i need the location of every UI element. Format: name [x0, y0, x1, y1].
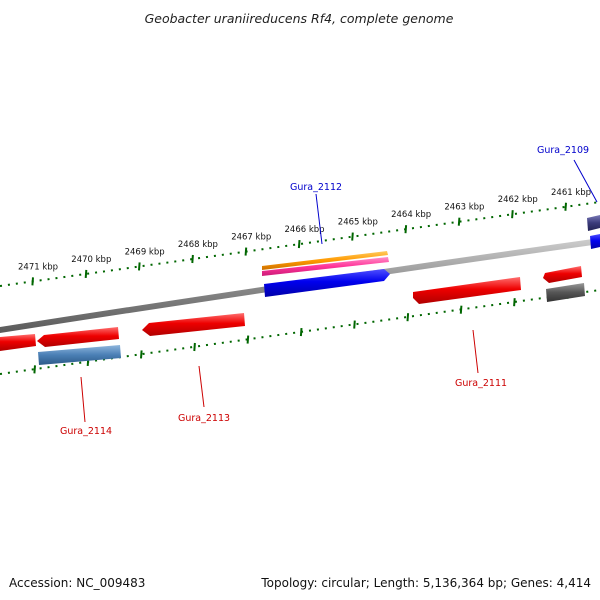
upper-major-tick	[511, 210, 514, 219]
tick-label: 2468 kbp	[178, 240, 218, 250]
gene-partial-blue[interactable]	[590, 234, 600, 249]
leader-gura-2109	[573, 159, 598, 203]
lower-major-tick	[33, 365, 36, 374]
gene-label-gura-2112: Gura_2112	[290, 182, 342, 193]
tick-label: 2470 kbp	[71, 255, 111, 265]
upper-major-tick	[351, 232, 354, 241]
tick-label: 2463 kbp	[444, 203, 484, 213]
gene-gura-2109[interactable]	[587, 215, 600, 231]
upper-major-tick	[84, 269, 88, 278]
lower-major-tick	[406, 313, 410, 322]
tick-label: 2462 kbp	[498, 195, 538, 205]
gene-gura-2111[interactable]	[413, 277, 521, 304]
upper-major-tick	[564, 202, 567, 211]
lower-major-tick	[299, 327, 303, 337]
tick-label: 2469 kbp	[125, 247, 165, 257]
upper-major-tick	[244, 247, 248, 256]
gene-left-edge-red[interactable]	[0, 334, 36, 351]
tick-label: 2471 kbp	[18, 262, 58, 272]
tick-label: 2465 kbp	[338, 218, 378, 228]
upper-major-tick	[191, 254, 194, 264]
gene-label-gura-2111: Gura_2111	[455, 378, 507, 389]
tick-label: 2466 kbp	[285, 225, 325, 235]
upper-tick-marks	[31, 202, 567, 286]
upper-tick-track	[0, 201, 600, 287]
gene-feature-orange	[262, 251, 388, 270]
tick-label: 2461 kbp	[551, 188, 591, 198]
upper-major-tick	[138, 262, 141, 271]
lower-major-tick	[459, 305, 463, 314]
tick-labels: 2461 kbp 2462 kbp 2463 kbp 2464 kbp 2465 kbp…	[18, 188, 591, 273]
leader-gura-2111	[472, 329, 479, 374]
gene-gura-2114-red[interactable]	[37, 327, 119, 347]
lower-major-tick	[353, 320, 356, 329]
lower-major-tick	[246, 335, 250, 344]
map-title: Geobacter uraniireducens Rf4, complete g…	[145, 11, 454, 26]
upper-major-tick	[404, 225, 408, 234]
leader-gura-2114	[80, 376, 86, 423]
genome-summary-text: Topology: circular; Length: 5,136,364 bp…	[261, 576, 591, 590]
lower-major-tick	[513, 298, 516, 307]
upper-major-tick	[31, 277, 34, 286]
lower-major-tick	[140, 350, 143, 359]
leader-gura-2113	[198, 365, 205, 408]
gene-gura-2112-stack	[262, 251, 390, 297]
tick-label: 2464 kbp	[391, 210, 431, 220]
upper-major-tick	[297, 239, 301, 249]
gene-label-gura-2113: Gura_2113	[178, 413, 230, 424]
gene-gura-2114[interactable]	[38, 345, 121, 365]
gene-gura-2113[interactable]	[142, 313, 245, 336]
gene-gura-2112[interactable]	[264, 269, 390, 297]
gene-label-gura-2114: Gura_2114	[60, 426, 112, 437]
lower-tick-track	[0, 289, 600, 375]
upper-major-tick	[457, 217, 461, 226]
lower-major-tick	[193, 342, 196, 352]
accession-text: Accession: NC_009483	[9, 576, 146, 590]
gene-small-gray[interactable]	[546, 283, 585, 302]
gene-feature-pink	[262, 257, 389, 276]
gene-small-red[interactable]	[543, 266, 582, 283]
gene-label-gura-2109: Gura_2109	[537, 145, 589, 156]
tick-label: 2467 kbp	[231, 233, 271, 243]
leader-gura-2112	[315, 193, 323, 245]
